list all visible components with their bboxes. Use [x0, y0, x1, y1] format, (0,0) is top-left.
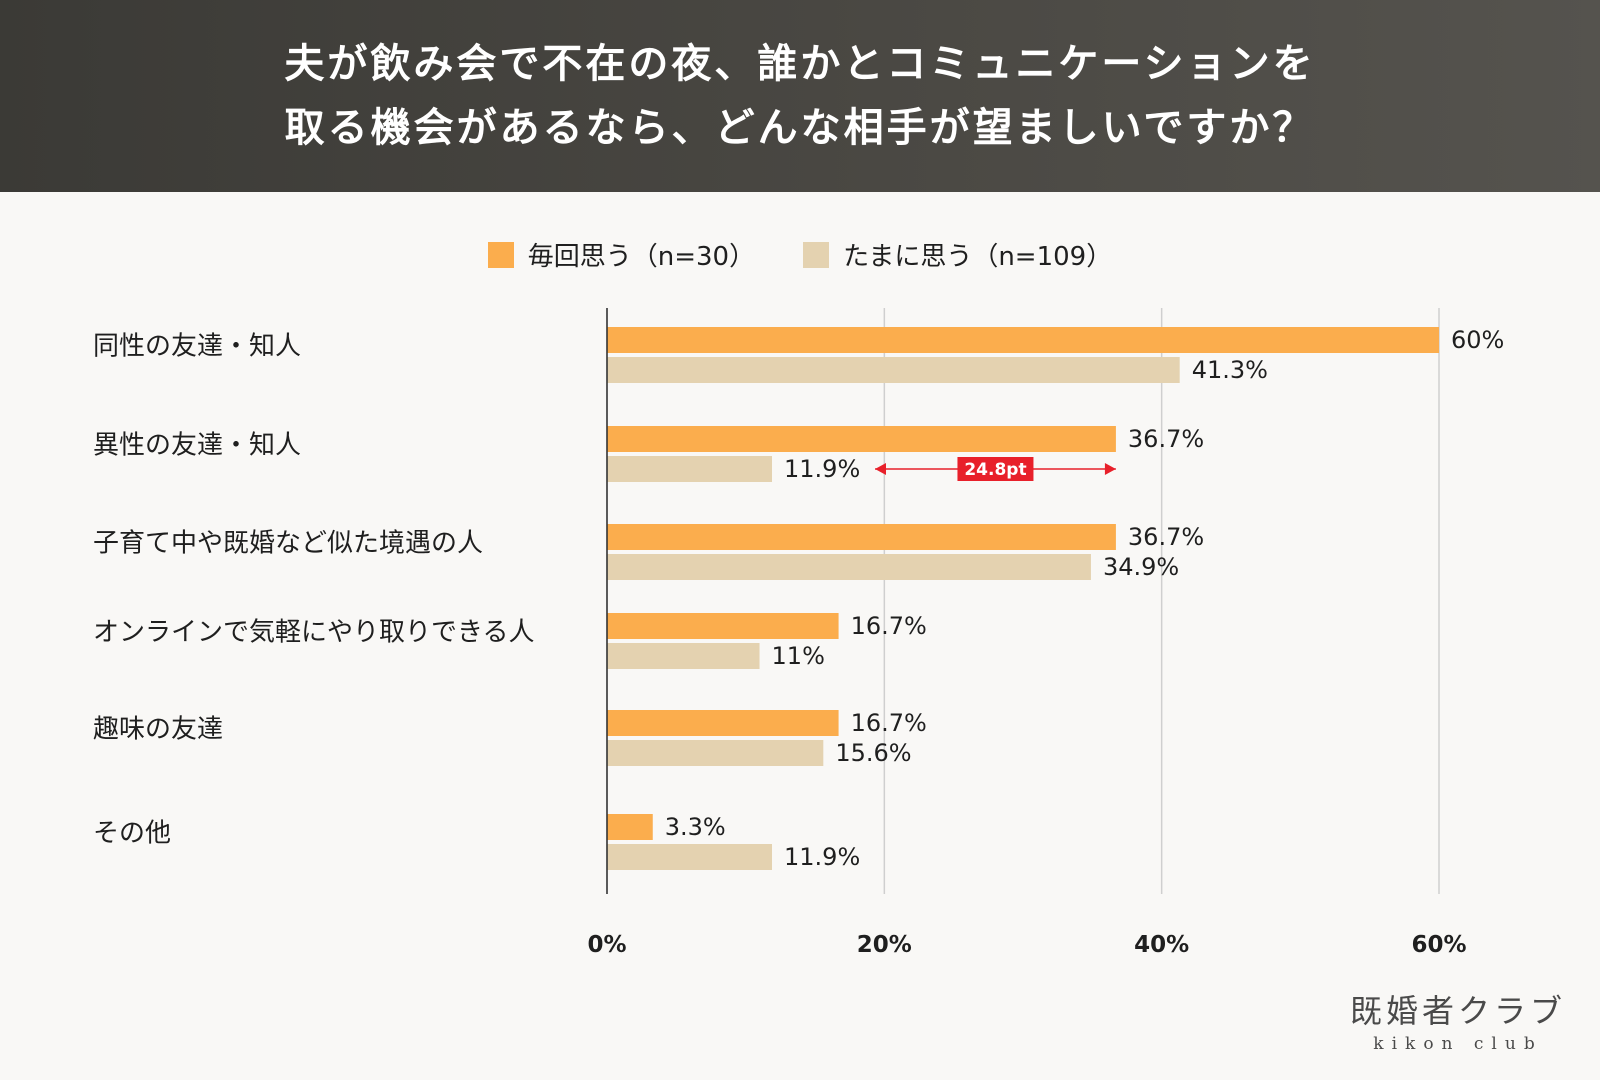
bar-sometimes — [607, 740, 824, 766]
bar-sometimes — [607, 456, 773, 482]
legend-item-every-time: 毎回思う（n=30） — [487, 236, 756, 273]
legend-item-sometimes: たまに思う（n=109） — [803, 236, 1112, 273]
gap-badge-text: 24.8pt — [964, 460, 1026, 480]
gap-arrow-head-left — [875, 463, 887, 475]
category-label: オンラインで気軽にやり取りできる人 — [93, 618, 534, 648]
legend-swatch-sometimes — [803, 241, 830, 268]
bar-sometimes — [607, 357, 1180, 383]
x-tick-label: 60% — [1411, 932, 1466, 958]
bar-every-time — [607, 327, 1439, 353]
bar-every-time — [607, 814, 653, 840]
gap-arrow-head-right — [1104, 463, 1116, 475]
bar-sometimes — [607, 844, 773, 870]
x-tick-label: 20% — [857, 932, 912, 958]
value-label: 16.7% — [851, 612, 927, 640]
value-label: 3.3% — [665, 813, 726, 841]
logo-english: kikon club — [1373, 1034, 1543, 1054]
value-label: 11.9% — [784, 455, 860, 483]
category-label: その他 — [93, 819, 171, 849]
logo-japanese: 既婚者クラブ — [1349, 992, 1566, 1030]
category-label: 異性の友達・知人 — [93, 431, 301, 461]
legend-label-every-time: 毎回思う（n=30） — [527, 242, 756, 272]
value-label: 36.7% — [1128, 523, 1204, 551]
value-label: 16.7% — [851, 709, 927, 737]
legend-swatch-every-time — [487, 241, 514, 268]
title-banner: 夫が飲み会で不在の夜、誰かとコミュニケーションを 取る機会があるなら、どんな相手… — [0, 0, 1600, 192]
value-label: 11.9% — [784, 843, 860, 871]
value-label: 36.7% — [1128, 425, 1204, 453]
chart-title-line-2: 取る機会があるなら、どんな相手が望ましいですか？ — [284, 105, 1316, 151]
value-label: 34.9% — [1103, 553, 1179, 581]
chart-title-line-1: 夫が飲み会で不在の夜、誰かとコミュニケーションを — [284, 41, 1316, 87]
category-label: 子育て中や既婚など似た境遇の人 — [93, 529, 483, 559]
bar-sometimes — [607, 554, 1091, 580]
legend: 毎回思う（n=30） たまに思う（n=109） — [0, 236, 1600, 273]
bar-every-time — [607, 426, 1116, 452]
category-label: 同性の友達・知人 — [93, 332, 301, 362]
bar-every-time — [607, 613, 839, 639]
value-label: 11% — [772, 642, 825, 670]
x-tick-label: 0% — [587, 932, 626, 958]
category-label: 趣味の友達 — [93, 715, 223, 745]
gap-badge — [957, 457, 1034, 481]
bar-every-time — [607, 524, 1116, 550]
bar-every-time — [607, 710, 839, 736]
value-label: 41.3% — [1192, 356, 1268, 384]
value-label: 60% — [1451, 326, 1504, 354]
legend-label-sometimes: たまに思う（n=109） — [843, 242, 1113, 272]
value-label: 15.6% — [835, 739, 911, 767]
kikon-club-logo: 既婚者クラブ kikon club — [1350, 986, 1566, 1054]
x-tick-label: 40% — [1134, 932, 1189, 958]
bar-sometimes — [607, 643, 760, 669]
